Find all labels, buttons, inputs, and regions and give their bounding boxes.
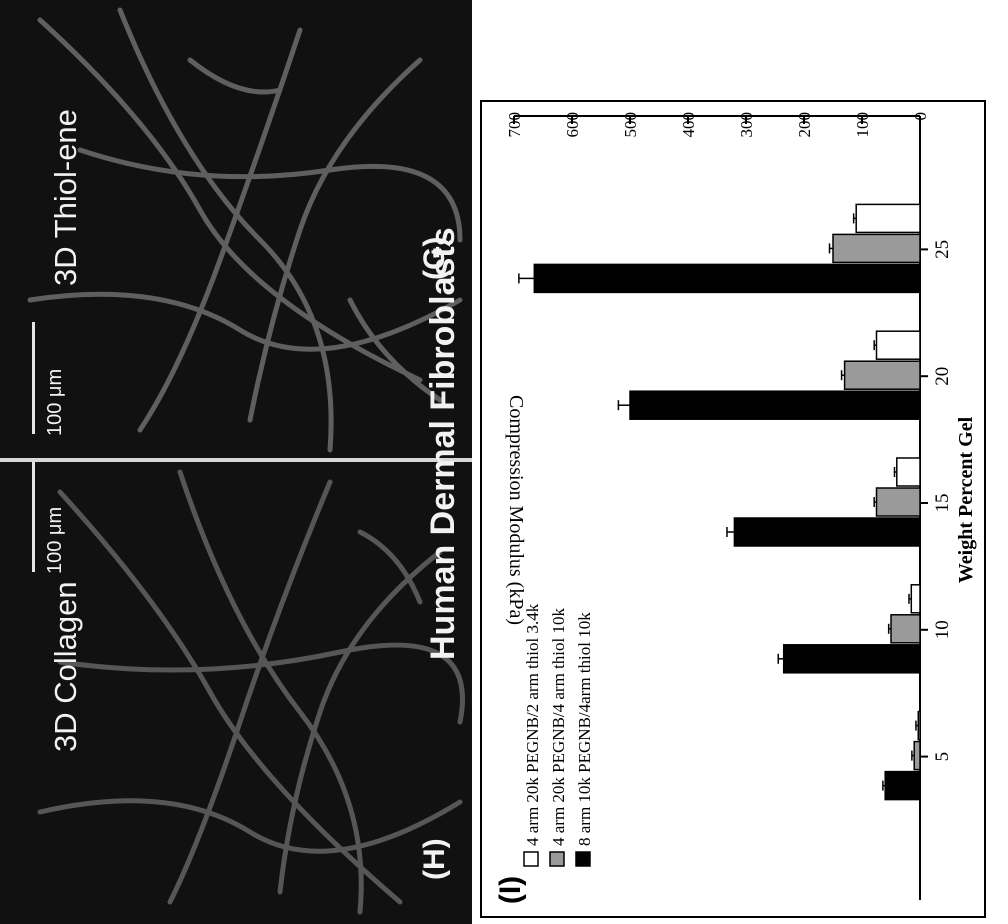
scale-bar-h — [32, 462, 35, 572]
value-tick-label: 500 — [621, 112, 640, 138]
bar — [896, 457, 921, 487]
value-tick-label: 100 — [853, 112, 872, 138]
scale-bar-g — [32, 322, 35, 434]
value-tick-label: 0 — [911, 112, 930, 121]
micrograph-collagen: 100 μm 3D Collagen — [0, 462, 472, 924]
panel-h-label: (H) — [418, 838, 451, 880]
category-tick-label: 15 — [932, 494, 953, 513]
bar — [917, 710, 921, 741]
bar — [884, 770, 921, 801]
panel-h-title: 3D Collagen — [48, 581, 83, 752]
bar — [733, 517, 921, 547]
value-tick-label: 200 — [795, 112, 814, 138]
legend-label: 4 arm 20k PEGNB/2 arm thiol 3.4k — [523, 603, 542, 846]
panel-divider — [0, 458, 472, 462]
legend: 4 arm 20k PEGNB/2 arm thiol 3.4k 4 arm 20… — [523, 603, 594, 867]
value-tick-label: 700 — [505, 112, 524, 138]
bar — [875, 487, 921, 517]
legend-label: 4 arm 20k PEGNB/4 arm thiol 10k — [549, 608, 568, 846]
category-tick-label: 5 — [932, 752, 953, 762]
legend-swatch — [549, 851, 565, 867]
micrograph-strip: 100 μm 3D Thiol-ene 100 μm 3D Collagen (… — [0, 0, 472, 924]
value-tick-label: 600 — [563, 112, 582, 138]
value-tick-label: 400 — [679, 112, 698, 138]
bar — [910, 584, 921, 614]
x-axis-label: Weight Percent Gel — [955, 416, 977, 583]
micrograph-thiol-ene: 100 μm 3D Thiol-ene — [0, 0, 472, 458]
chart-panel-label: (I) — [494, 876, 527, 904]
bar — [533, 263, 921, 294]
legend-swatch — [523, 851, 539, 867]
bar — [832, 233, 921, 264]
bar — [855, 203, 921, 234]
fiber-texture — [37, 469, 465, 915]
legend-label: 8 arm 10k PEGNB/4arm thiol 10k — [575, 612, 594, 846]
category-tick-label: 20 — [932, 367, 953, 386]
compression-modulus-chart: 0 100 200 300 400 500 600 700 5 10 15 20 25 Compress… — [494, 112, 977, 904]
category-tick-label: 25 — [932, 240, 953, 259]
bar — [913, 740, 921, 771]
bar — [629, 390, 921, 420]
fiber-texture — [27, 7, 463, 453]
bar — [843, 360, 921, 390]
bar — [875, 330, 921, 360]
bar — [782, 644, 921, 674]
bar — [890, 614, 921, 644]
cell-type-label: Human Dermal Fibroblasts — [424, 227, 462, 660]
category-tick-label: 10 — [932, 620, 953, 639]
legend-swatch — [575, 851, 591, 867]
scale-label-h: 100 μm — [44, 506, 66, 574]
plot-area: 0 100 200 300 400 500 600 700 5 10 15 20 25 — [505, 112, 953, 900]
panel-g-title: 3D Thiol-ene — [48, 109, 83, 286]
scale-label-g: 100 μm — [44, 368, 66, 436]
value-tick-label: 300 — [737, 112, 756, 138]
y-axis-label: Compression Modulus (kPa) — [505, 395, 527, 625]
